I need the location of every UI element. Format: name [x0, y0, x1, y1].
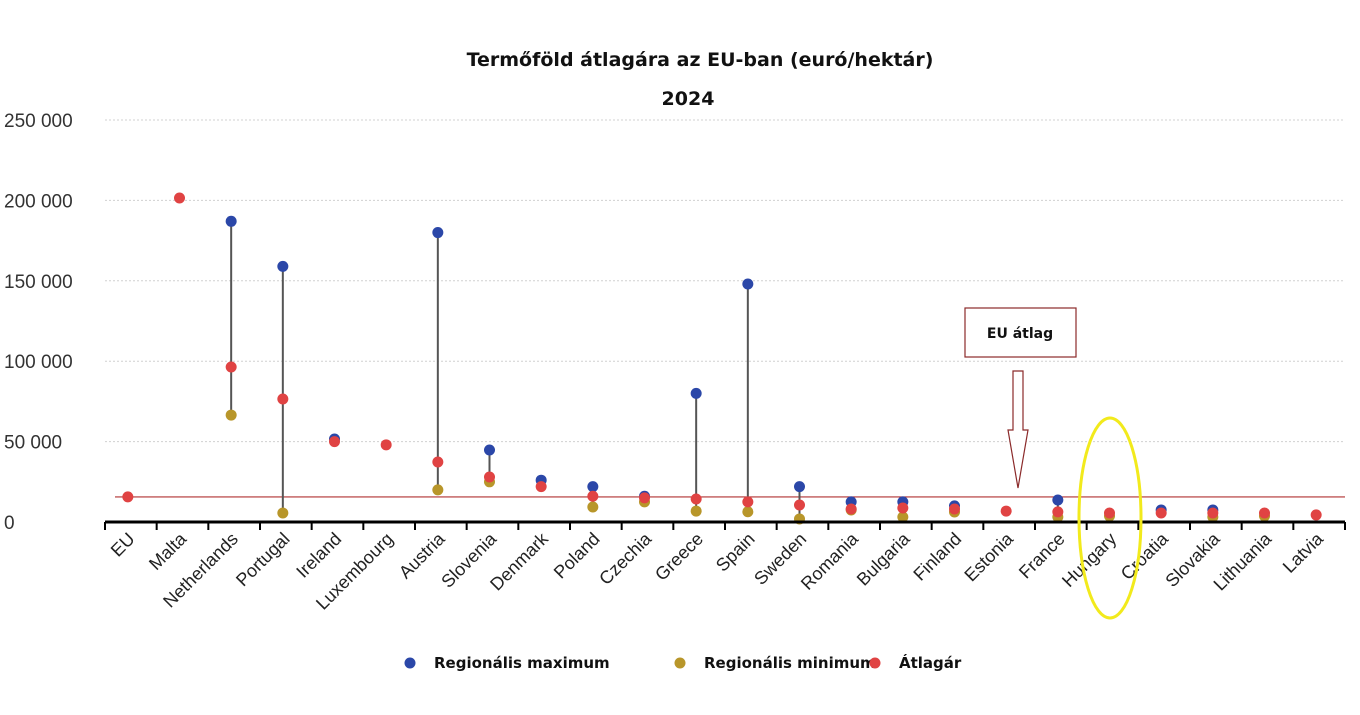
chart-subtitle: 2024 [662, 88, 715, 110]
avg-point [225, 361, 237, 373]
max-point [1052, 494, 1064, 506]
eu-average-annotation: EU átlag [964, 307, 1077, 489]
avg-point [639, 492, 650, 504]
x-tick-label: Estonia [960, 528, 1017, 585]
x-tick-label: Finland [909, 529, 965, 585]
avg-point [1052, 506, 1064, 518]
avg-point [535, 481, 547, 493]
legend-label: Átlagár [899, 653, 962, 672]
avg-point [380, 439, 392, 451]
y-tick-label: 150 000 [4, 272, 73, 293]
avg-point [122, 491, 134, 503]
x-tick-label: Denmark [486, 528, 552, 594]
min-point [897, 511, 909, 523]
hungary-highlight-ellipse [1077, 416, 1143, 620]
x-tick-label: Romania [797, 528, 863, 594]
max-point [690, 387, 702, 399]
x-tick-label: Lithuania [1210, 528, 1277, 595]
min-point [742, 506, 754, 518]
avg-point [432, 456, 444, 468]
annotation-box [964, 307, 1077, 358]
chart-title: Termőföld átlagára az EU-ban (euró/hektá… [467, 49, 934, 71]
max-point [587, 481, 599, 493]
avg-point [1259, 507, 1270, 519]
y-tick-label: 50 000 [4, 433, 62, 454]
x-tick-label: Bulgaria [853, 528, 915, 590]
x-tick-label: Hungary [1058, 529, 1120, 591]
x-tick-label: Czechia [595, 528, 656, 589]
avg-point [1310, 509, 1322, 521]
avg-point [949, 503, 960, 515]
avg-point [1155, 507, 1167, 519]
avg-point [690, 493, 702, 505]
annotation-label: EU átlag [987, 326, 1053, 342]
x-tick-label: Portugal [232, 529, 294, 591]
legend-marker [674, 657, 686, 669]
x-tick-label: Latvia [1279, 528, 1328, 577]
legend-label: Regionális maximum [434, 654, 610, 672]
x-tick-label: Spain [712, 529, 759, 576]
min-point [225, 409, 237, 421]
min-point [587, 501, 599, 513]
down-arrow-icon [1007, 370, 1029, 489]
avg-point [742, 496, 754, 508]
max-point [742, 278, 754, 290]
legend-marker [869, 657, 881, 669]
max-point [277, 260, 289, 272]
min-point [277, 507, 289, 519]
min-point [690, 505, 702, 517]
avg-point [794, 499, 805, 511]
y-tick-label: 250 000 [4, 111, 73, 132]
max-point [484, 444, 495, 456]
max-point [225, 215, 237, 227]
x-tick-label: EU [107, 529, 139, 561]
legend-label: Regionális minimum [704, 654, 876, 672]
max-point [794, 481, 805, 493]
avg-point [1207, 507, 1219, 519]
avg-point [845, 503, 857, 515]
max-point [432, 227, 444, 239]
x-tick-label: Malta [145, 528, 191, 574]
legend: Regionális maximum Regionális minimum Átla… [404, 653, 962, 672]
avg-point [587, 490, 599, 502]
avg-point [277, 393, 289, 405]
avg-point [174, 192, 185, 204]
legend-marker [404, 657, 416, 669]
min-point [432, 484, 444, 496]
y-tick-label: 200 000 [4, 191, 73, 212]
y-tick-label: 0 [4, 513, 15, 534]
x-tick-label: Greece [651, 529, 707, 585]
avg-point [1104, 507, 1115, 519]
avg-point [484, 471, 495, 483]
avg-point [897, 502, 909, 514]
avg-point [1000, 505, 1012, 517]
y-tick-label: 100 000 [4, 352, 73, 373]
avg-point [329, 436, 340, 448]
